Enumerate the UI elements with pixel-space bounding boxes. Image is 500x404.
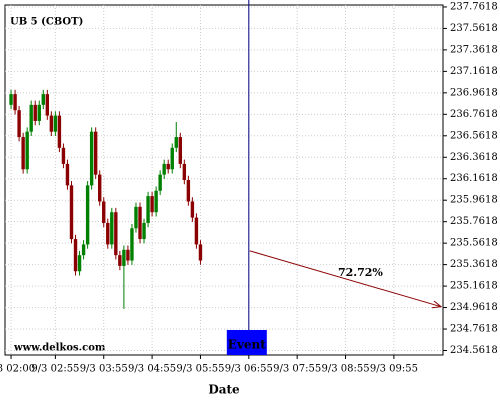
candle-body bbox=[110, 212, 114, 245]
candle-body bbox=[166, 163, 170, 170]
y-tick-label: 235.3618 bbox=[450, 259, 498, 270]
candle-body bbox=[142, 222, 146, 240]
x-tick-label: 9/3 05:55 bbox=[176, 364, 224, 375]
candle-body bbox=[45, 94, 50, 116]
candle-body bbox=[186, 180, 191, 202]
y-tick-label: 235.5618 bbox=[450, 238, 498, 249]
candle-body bbox=[57, 115, 62, 148]
y-tick-label: 236.3618 bbox=[450, 152, 498, 163]
chart-title: UB 5 (CBOT) bbox=[10, 17, 83, 28]
candle-body bbox=[102, 201, 106, 223]
watermark: www.delkos.com bbox=[13, 343, 106, 354]
x-tick-label: 9/3 02:55 bbox=[31, 364, 79, 375]
candle-body bbox=[93, 131, 98, 175]
x-tick-label: 9/3 03:55 bbox=[80, 364, 128, 375]
x-tick-label: 9/3 06:55 bbox=[225, 364, 273, 375]
y-tick-label: 234.5618 bbox=[450, 345, 498, 356]
candle-body bbox=[122, 249, 126, 266]
arrow-head bbox=[432, 300, 443, 309]
candle-body bbox=[85, 185, 90, 245]
candle-body bbox=[114, 212, 118, 256]
x-tick-label: 9/3 08:55 bbox=[321, 364, 369, 375]
candle-body bbox=[53, 115, 58, 132]
candle-body bbox=[170, 147, 174, 170]
candle-body bbox=[21, 137, 25, 170]
candle-body bbox=[162, 163, 166, 175]
y-tick-label: 235.7618 bbox=[450, 216, 498, 227]
candle-body bbox=[118, 255, 122, 266]
y-tick-label: 237.5618 bbox=[450, 23, 498, 34]
candle-body bbox=[73, 239, 78, 272]
y-tick-label: 235.1618 bbox=[450, 281, 498, 292]
candle-body bbox=[65, 163, 70, 186]
y-tick-label: 236.7618 bbox=[450, 109, 498, 120]
candle-body bbox=[138, 206, 142, 240]
y-tick-label: 236.9618 bbox=[450, 87, 498, 98]
y-tick-label: 234.7618 bbox=[450, 324, 498, 335]
x-tick-label: 9/3 04:55 bbox=[128, 364, 176, 375]
candle-body bbox=[37, 104, 41, 121]
candle-body bbox=[81, 244, 86, 256]
candle-body bbox=[69, 185, 74, 240]
x-tick-label: 9/3 07:55 bbox=[273, 364, 321, 375]
x-tick-label: 9/3 02:00 bbox=[0, 364, 35, 375]
y-tick-label: 237.7618 bbox=[450, 1, 498, 12]
candle-body bbox=[9, 94, 13, 105]
candle-body bbox=[77, 255, 82, 272]
candle-body bbox=[150, 196, 154, 213]
candle-body bbox=[178, 137, 183, 164]
candle-body bbox=[190, 201, 195, 218]
candle-body bbox=[194, 217, 199, 245]
candle-body bbox=[198, 244, 203, 261]
candle-body bbox=[17, 110, 21, 138]
candle-body bbox=[146, 196, 150, 223]
candle-body bbox=[41, 94, 45, 105]
candle-body bbox=[134, 206, 138, 229]
plot-area bbox=[4, 4, 444, 356]
candle-body bbox=[33, 104, 37, 121]
candle-body bbox=[49, 115, 54, 132]
candle-body bbox=[29, 104, 33, 132]
y-tick-label: 236.5618 bbox=[450, 130, 498, 141]
candle-body bbox=[126, 249, 130, 261]
candle-body bbox=[174, 137, 178, 148]
candle-body bbox=[89, 131, 94, 186]
candle-body bbox=[13, 94, 17, 111]
candle-body bbox=[158, 174, 162, 191]
y-tick-label: 237.1618 bbox=[450, 66, 498, 77]
event-label: Event bbox=[228, 338, 266, 352]
candle-body bbox=[98, 174, 102, 202]
event-box bbox=[226, 330, 267, 355]
candle-body bbox=[154, 190, 158, 213]
x-axis-label: Date bbox=[208, 383, 240, 397]
projection-label: 72.72% bbox=[338, 266, 383, 279]
candle-body bbox=[130, 228, 134, 261]
y-tick-label: 234.9618 bbox=[450, 302, 498, 313]
y-tick-label: 236.1618 bbox=[450, 173, 498, 184]
projection-arrow bbox=[249, 250, 442, 308]
y-tick-label: 237.3618 bbox=[450, 44, 498, 55]
candle-body bbox=[25, 131, 29, 170]
x-tick-label: 9/3 09:55 bbox=[370, 364, 418, 375]
candle-body bbox=[61, 147, 66, 164]
candle-body bbox=[182, 163, 187, 180]
candle-body bbox=[106, 222, 110, 245]
y-tick-label: 235.9618 bbox=[450, 195, 498, 206]
